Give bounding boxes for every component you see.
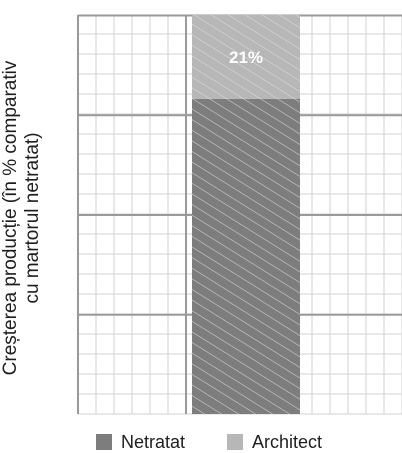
bar-architect: [192, 15, 300, 99]
legend: Netratat Architect: [96, 431, 322, 453]
data-label-architect: 21%: [229, 48, 263, 67]
legend-label-netratat: Netratat: [121, 431, 186, 452]
legend-swatch-netratat: [96, 434, 112, 450]
legend-swatch-architect: [227, 434, 244, 450]
legend-label-architect: Architect: [252, 431, 323, 452]
legend-item-architect: Architect: [227, 432, 322, 453]
bar-netratat: [192, 98, 300, 414]
legend-item-netratat: Netratat: [96, 432, 185, 453]
